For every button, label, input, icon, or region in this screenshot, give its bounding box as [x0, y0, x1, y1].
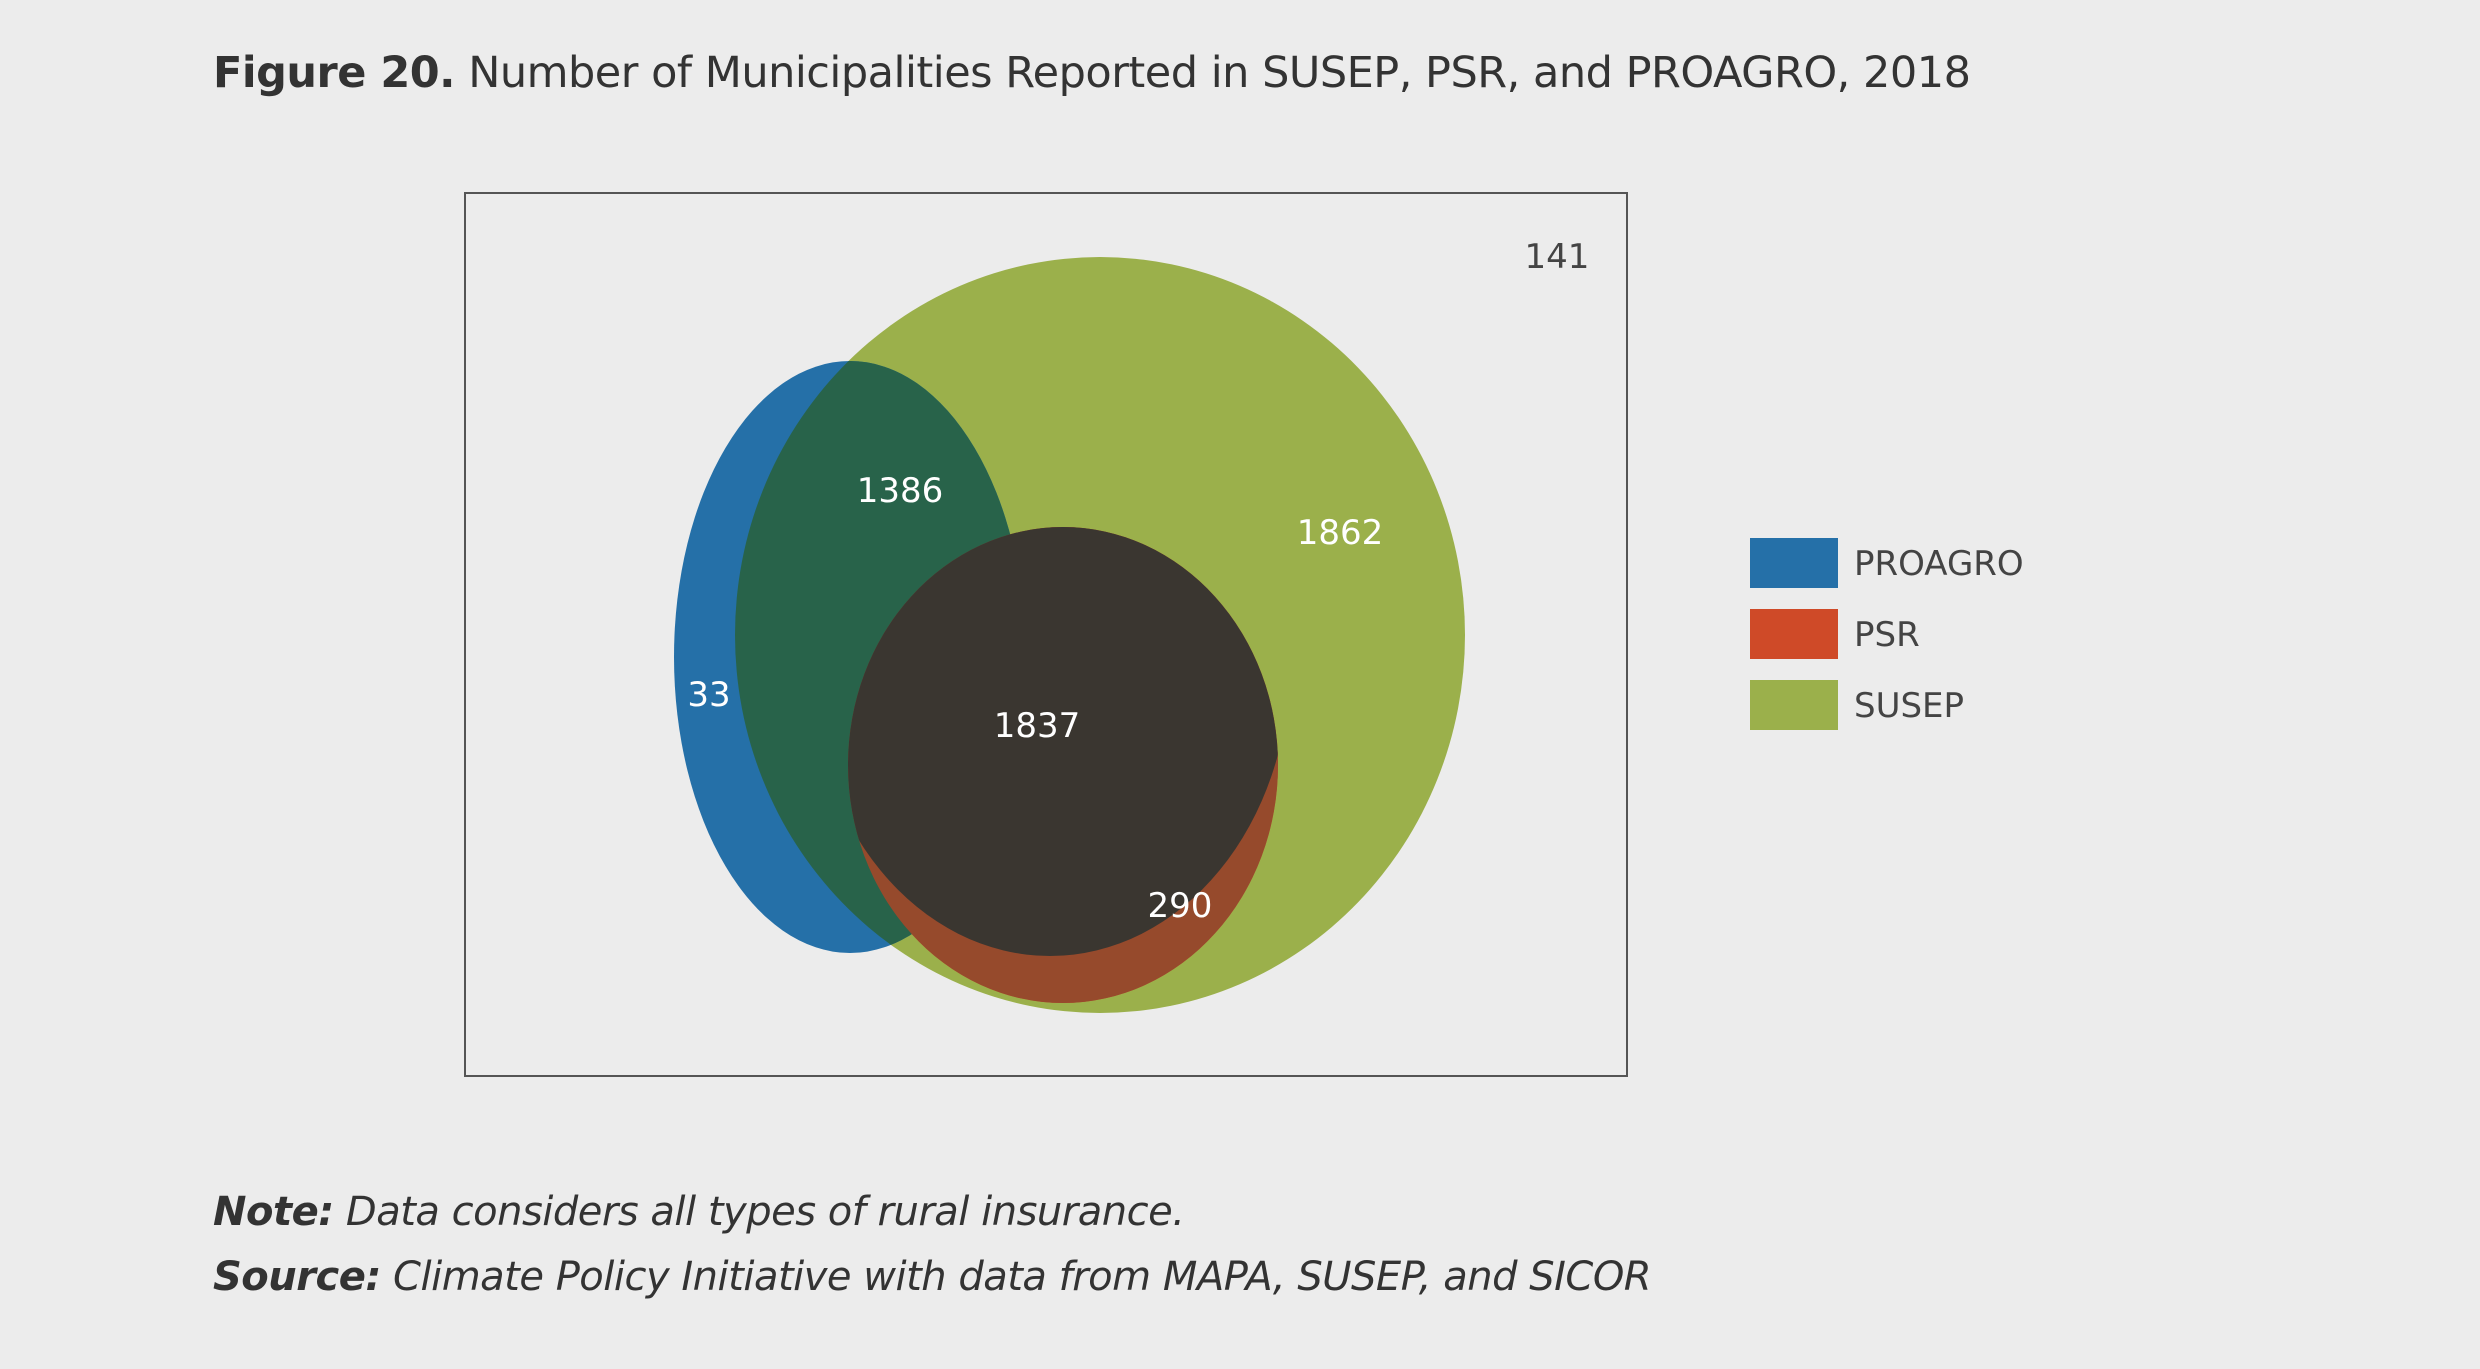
note-line: Note: Data considers all types of rural … [213, 1180, 1651, 1245]
venn-overlap-all-group [848, 527, 1278, 956]
source-key: Source: [213, 1254, 381, 1300]
legend-label-psr: PSR [1854, 615, 1920, 655]
source-text: Climate Policy Initiative with data from… [393, 1254, 1652, 1300]
figure-title-text: Number of Municipalities Reported in SUS… [468, 48, 1971, 98]
legend-label-proagro: PROAGRO [1854, 544, 2024, 584]
region-label-proagro-susep: 1386 [857, 471, 944, 511]
note-key: Note: [213, 1189, 334, 1235]
legend: PROAGRO PSR SUSEP [1750, 538, 2024, 730]
figure-label: Figure 20. [213, 48, 456, 98]
legend-swatch-psr [1750, 609, 1838, 659]
region-label-proagro: 33 [687, 675, 730, 715]
universe-frame [464, 192, 1628, 1077]
note-text: Data considers all types of rural insura… [345, 1189, 1185, 1235]
legend-label-susep: SUSEP [1854, 686, 1964, 726]
venn-layer [674, 257, 1465, 1013]
footnotes: Note: Data considers all types of rural … [213, 1180, 1652, 1310]
venn-overlap-all [848, 527, 1278, 956]
source-line: Source: Climate Policy Initiative with d… [213, 1245, 1652, 1310]
region-label-none: 141 [1525, 237, 1590, 277]
region-labels: 33 1386 1862 1837 290 141 [687, 237, 1589, 926]
region-label-psr-susep: 290 [1148, 886, 1213, 926]
legend-swatch-proagro [1750, 538, 1838, 588]
legend-swatch-susep [1750, 680, 1838, 730]
region-label-susep: 1862 [1297, 513, 1384, 553]
region-label-proagro-psr-susep: 1837 [994, 706, 1081, 746]
figure-title: Figure 20. Number of Municipalities Repo… [213, 48, 1971, 98]
